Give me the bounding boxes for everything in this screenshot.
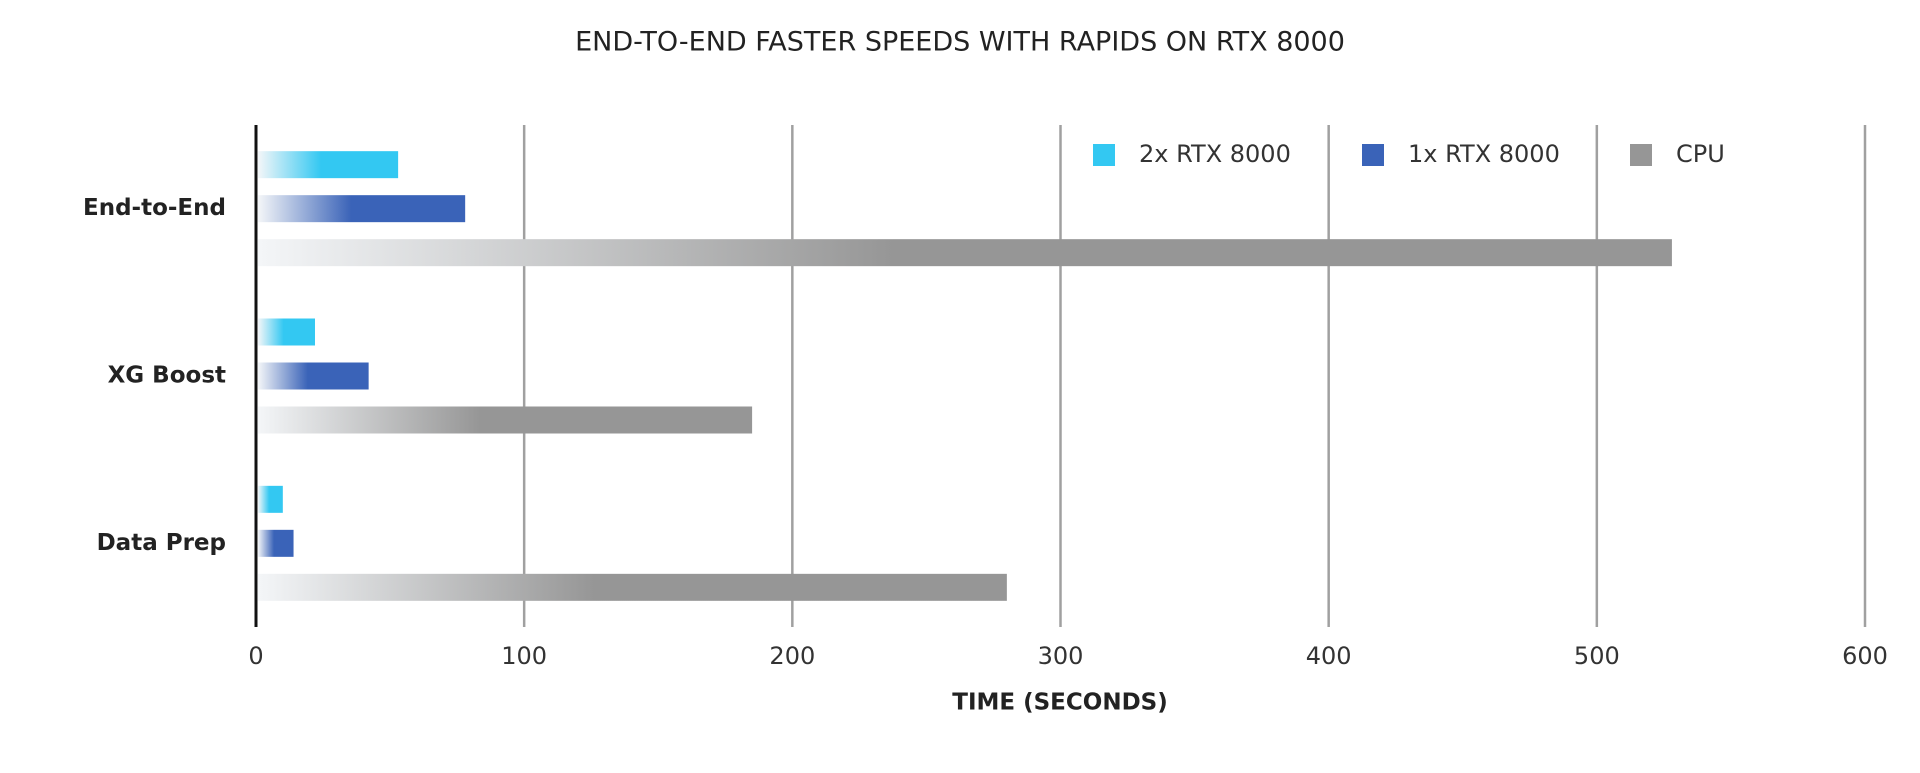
bar bbox=[258, 485, 283, 513]
category-label: End-to-End bbox=[83, 195, 226, 221]
bar bbox=[258, 195, 466, 223]
x-tick-label: 300 bbox=[1038, 642, 1084, 670]
bar bbox=[258, 362, 369, 390]
bar bbox=[258, 318, 315, 346]
x-tick-label: 0 bbox=[248, 642, 263, 670]
legend-label: 1x RTX 8000 bbox=[1408, 140, 1560, 168]
x-tick-label: 100 bbox=[501, 642, 547, 670]
bar bbox=[258, 406, 753, 434]
chart-title: END-TO-END FASTER SPEEDS WITH RAPIDS ON … bbox=[575, 27, 1345, 58]
legend-swatch bbox=[1362, 144, 1384, 166]
x-tick-label: 600 bbox=[1842, 642, 1888, 670]
legend-swatch bbox=[1093, 144, 1115, 166]
legend-label: 2x RTX 8000 bbox=[1139, 140, 1291, 168]
bar bbox=[258, 529, 294, 557]
x-tick-label: 500 bbox=[1574, 642, 1620, 670]
bar bbox=[258, 151, 399, 179]
bar bbox=[258, 573, 1007, 601]
x-axis-label: TIME (SECONDS) bbox=[952, 690, 1168, 716]
bar bbox=[258, 239, 1672, 267]
category-label: XG Boost bbox=[108, 363, 226, 389]
x-tick-label: 400 bbox=[1306, 642, 1352, 670]
x-tick-label: 200 bbox=[769, 642, 815, 670]
legend-swatch bbox=[1630, 144, 1652, 166]
legend-label: CPU bbox=[1676, 140, 1725, 168]
category-label: Data Prep bbox=[97, 530, 226, 556]
